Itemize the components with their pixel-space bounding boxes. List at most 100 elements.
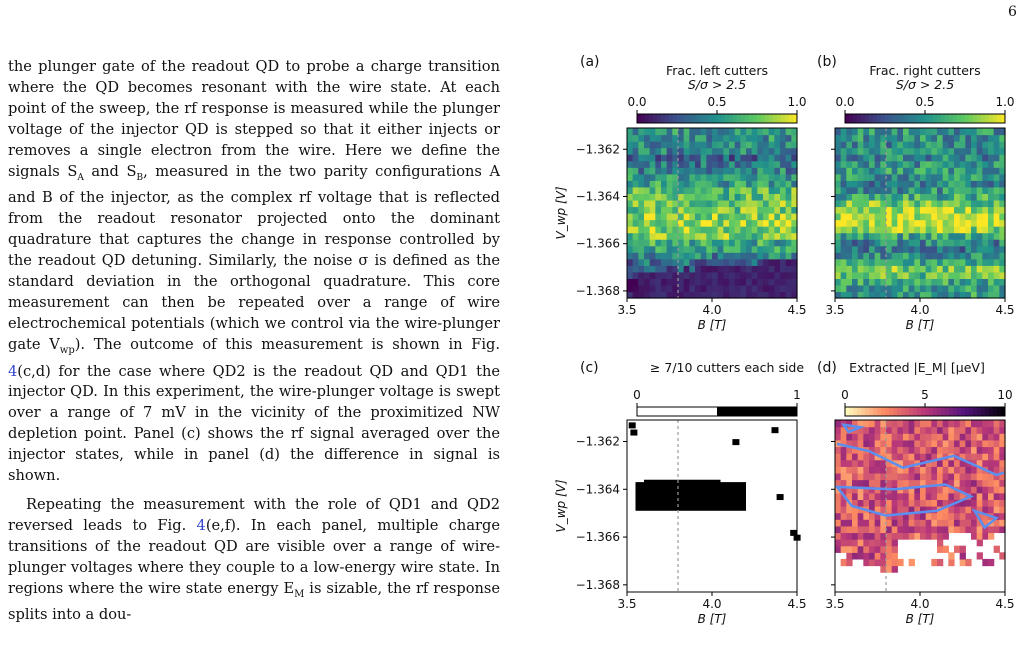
- heatmap-cell: [942, 545, 949, 553]
- heatmap-cell: [920, 486, 927, 494]
- heatmap-cell: [655, 134, 662, 142]
- heatmap-cell: [954, 193, 961, 201]
- heatmap-cell: [988, 193, 995, 201]
- heatmap-cell: [857, 271, 864, 279]
- figure-ref-link[interactable]: 4: [8, 362, 18, 380]
- heatmap-cell: [683, 291, 690, 299]
- heatmap-cell: [666, 186, 673, 194]
- heatmap-cell: [903, 141, 910, 149]
- colorbar-segment: [645, 114, 650, 123]
- heatmap-cell: [791, 160, 798, 168]
- heatmap-cell: [925, 154, 932, 162]
- heatmap-cell: [846, 278, 853, 286]
- heatmap-cell: [874, 186, 881, 194]
- heatmap-cell: [903, 245, 910, 253]
- colorbar-segment: [905, 407, 910, 416]
- heatmap-cell: [937, 532, 944, 540]
- colorbar-segment: [781, 114, 786, 123]
- heatmap-cell: [903, 459, 910, 467]
- heatmap-cell: [689, 147, 696, 155]
- heatmap-cell: [729, 128, 736, 136]
- heatmap-cell: [886, 545, 893, 553]
- heatmap-cell: [920, 492, 927, 500]
- heatmap-cell: [712, 206, 719, 214]
- colorbar-segment: [977, 114, 982, 123]
- heatmap-cell: [886, 180, 893, 188]
- heatmap-cell: [751, 284, 758, 293]
- heatmap-cell: [678, 206, 685, 214]
- colorbar-segment: [865, 114, 870, 123]
- heatmap-cell: [993, 173, 1000, 181]
- heatmap-cell: [891, 239, 898, 247]
- colorbar-segment: [793, 114, 798, 123]
- heatmap-cell: [683, 160, 690, 168]
- panel-label: (a): [580, 54, 600, 70]
- heatmap-cell: [740, 245, 747, 253]
- colorbar-segment: [725, 114, 730, 123]
- heatmap-cell: [835, 420, 842, 428]
- heatmap-cell: [880, 271, 887, 279]
- heatmap-cell: [897, 193, 904, 201]
- heatmap-cell: [791, 193, 798, 201]
- heatmap-cell: [734, 245, 741, 253]
- heatmap-cell: [948, 226, 955, 234]
- heatmap-cell: [959, 291, 966, 299]
- heatmap-cell: [863, 199, 870, 208]
- heatmap-cell: [840, 134, 847, 142]
- heatmap-cell: [846, 128, 853, 136]
- heatmap-cell: [683, 258, 690, 266]
- heatmap-cell: [903, 420, 910, 428]
- heatmap-cell: [874, 147, 881, 155]
- heatmap-cell: [712, 134, 719, 142]
- figure-ref-link[interactable]: 4: [196, 516, 206, 534]
- heatmap-cell: [908, 512, 915, 520]
- heatmap-cell: [965, 199, 972, 208]
- colorbar-segment: [765, 114, 770, 123]
- heatmap-cell: [791, 219, 798, 227]
- heatmap-cell: [695, 265, 702, 273]
- heatmap-cell: [931, 147, 938, 155]
- colorbar-segment: [897, 114, 902, 123]
- heatmap-cell: [672, 226, 679, 234]
- colorbar-segment: [845, 407, 850, 416]
- heatmap-cell: [661, 167, 668, 175]
- heatmap-cell: [791, 252, 798, 260]
- heatmap-cell: [908, 206, 915, 214]
- colorbar-segment: [677, 407, 682, 416]
- heatmap-cell: [863, 420, 870, 428]
- heatmap-cell: [886, 519, 893, 527]
- heatmap-cell: [746, 213, 753, 221]
- heatmap-cell: [734, 141, 741, 149]
- heatmap-cell: [723, 167, 730, 175]
- heatmap-cell: [632, 134, 639, 142]
- heatmap-cell: [627, 252, 634, 260]
- heatmap-cell: [746, 193, 753, 201]
- heatmap-cell: [982, 180, 989, 188]
- heatmap-cell: [863, 193, 870, 201]
- heatmap-cell: [632, 147, 639, 155]
- heatmap-cell: [835, 479, 842, 487]
- heatmap-cell: [857, 232, 864, 240]
- heatmap-cell: [785, 180, 792, 188]
- heatmap-cell: [840, 439, 847, 448]
- heatmap-cell: [942, 193, 949, 201]
- heatmap-cell: [886, 426, 893, 434]
- heatmap-cell: [891, 134, 898, 142]
- heatmap-cell: [937, 232, 944, 240]
- heatmap-cell: [785, 239, 792, 247]
- heatmap-cell: [942, 219, 949, 227]
- heatmap-cell: [655, 173, 662, 181]
- heatmap-cell: [852, 245, 859, 253]
- heatmap-cell: [993, 525, 1000, 534]
- y-tick-label: −1.362: [576, 435, 620, 449]
- heatmap-cell: [683, 252, 690, 260]
- colorbar-segment: [645, 407, 650, 416]
- heatmap-cell: [891, 180, 898, 188]
- heatmap-cell: [689, 199, 696, 208]
- heatmap-cell: [942, 479, 949, 487]
- heatmap-cell: [886, 284, 893, 293]
- heatmap-cell: [869, 420, 876, 428]
- colorbar-segment: [973, 407, 978, 416]
- colorbar-segment: [641, 114, 646, 123]
